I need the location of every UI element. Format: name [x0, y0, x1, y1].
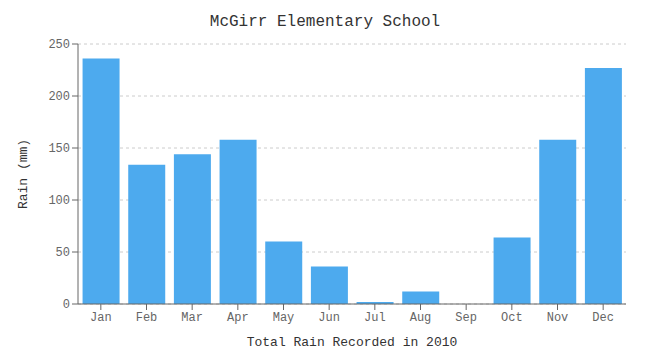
svg-text:Oct: Oct	[501, 311, 523, 325]
svg-text:Jul: Jul	[364, 311, 386, 325]
svg-text:Nov: Nov	[547, 311, 569, 325]
svg-text:Rain (mm): Rain (mm)	[16, 139, 31, 209]
svg-text:Total Rain Recorded in 2010: Total Rain Recorded in 2010	[247, 335, 458, 350]
svg-text:Sep: Sep	[455, 311, 477, 325]
svg-text:Jun: Jun	[318, 311, 340, 325]
svg-text:Dec: Dec	[592, 311, 614, 325]
svg-text:Jan: Jan	[90, 311, 112, 325]
svg-text:Feb: Feb	[136, 311, 158, 325]
svg-text:0: 0	[63, 298, 70, 312]
svg-text:May: May	[273, 311, 295, 325]
svg-text:Mar: Mar	[181, 311, 203, 325]
svg-text:250: 250	[48, 38, 70, 52]
html-text:McGirr Elementary School: McGirr Elementary School	[209, 13, 441, 31]
svg-text:Apr: Apr	[227, 311, 249, 325]
svg-text:Aug: Aug	[410, 311, 432, 325]
svg-text:200: 200	[48, 90, 70, 104]
svg-text:50: 50	[56, 246, 70, 260]
svg-text:100: 100	[48, 194, 70, 208]
svg-text:150: 150	[48, 142, 70, 156]
